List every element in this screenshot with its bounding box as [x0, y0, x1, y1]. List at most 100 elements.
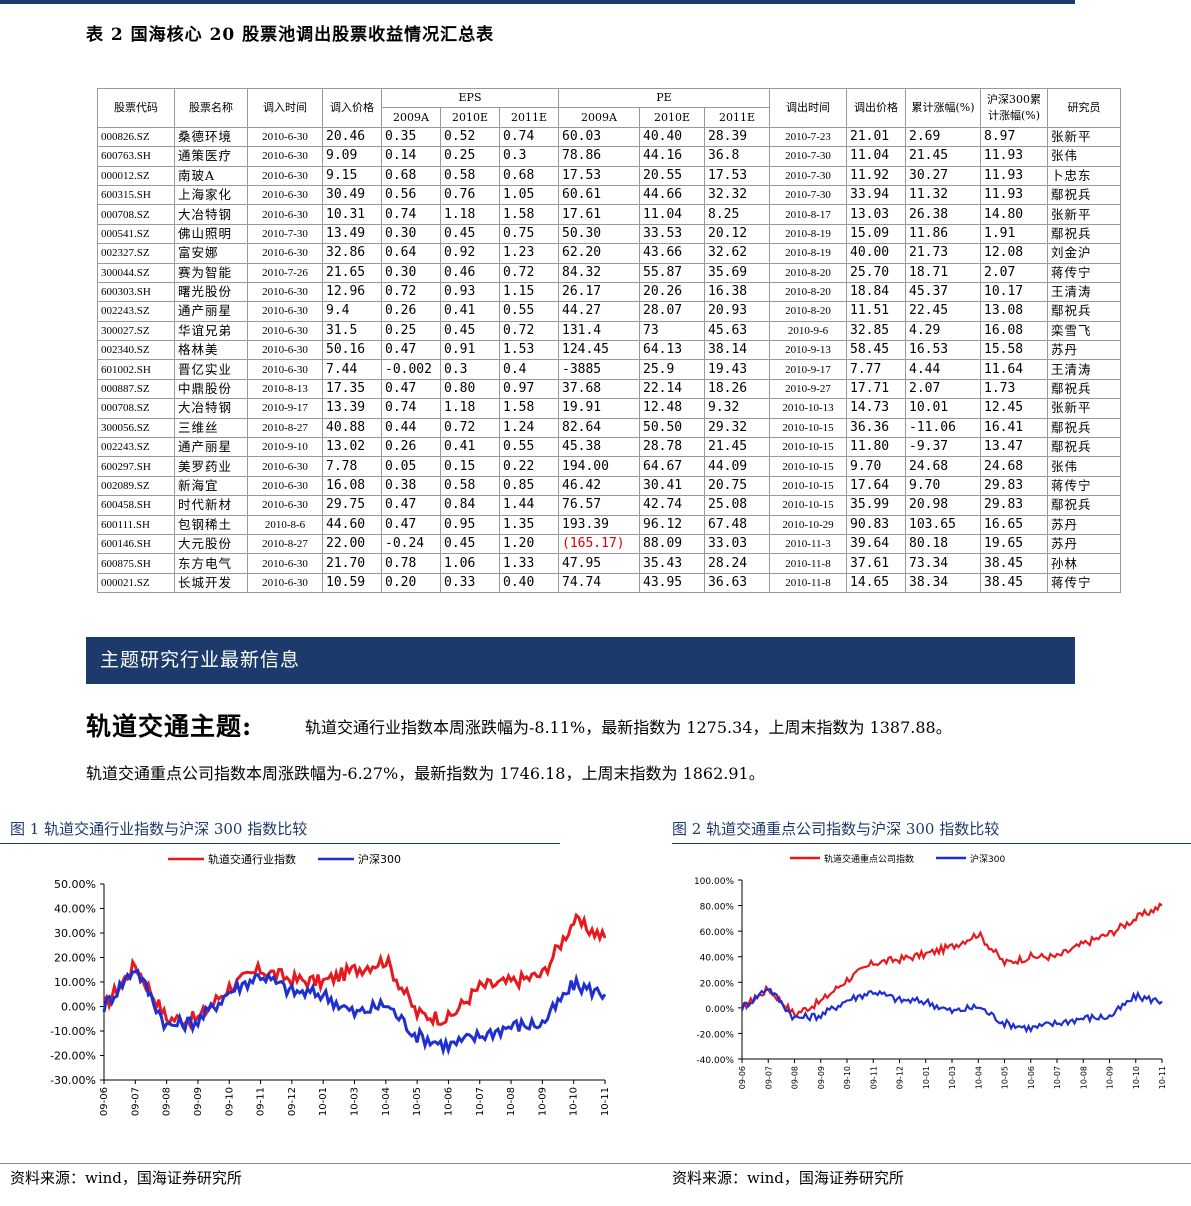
chart-legend: 轨道交通重点公司指数 沪深300 — [790, 853, 1005, 865]
table-cell: 45.38 — [558, 437, 640, 458]
table-cell: 0.74 — [381, 204, 441, 225]
table-row: 300056.SZ 三维丝 2010-8-27 40.88 0.44 0.72 1.24 82… — [97, 417, 1121, 439]
table-cell: 18.26 — [704, 378, 770, 400]
table-cell: 晋亿实业 — [174, 359, 248, 380]
legend-label: 沪深300 — [970, 853, 1005, 865]
x-tick-label: 09-11 — [256, 1087, 267, 1116]
table-cell: 40.88 — [322, 417, 382, 439]
table-cell: 蒋传宁 — [1047, 262, 1121, 283]
table-cell: 13.39 — [322, 398, 382, 419]
table-cell: 包钢稀土 — [174, 514, 248, 535]
table-cell: 29.75 — [322, 495, 382, 516]
table-cell: 11.04 — [639, 204, 705, 225]
theme-title: 轨道交通主题: — [86, 712, 253, 741]
table-cell: 26.38 — [905, 204, 981, 225]
table-cell: 11.80 — [846, 437, 906, 458]
th-out-price: 调出价格 — [846, 88, 906, 128]
theme-line-1: 轨道交通行业指数本周涨跌幅为-8.11%，最新指数为 1275.34，上周末指数… — [305, 718, 952, 737]
table-cell: 2.07 — [980, 262, 1048, 283]
table-cell: 时代新材 — [174, 495, 248, 516]
table-cell: 33.53 — [639, 223, 705, 245]
y-tick-label: 0.00% — [705, 1005, 734, 1015]
table-cell: 002243.SZ — [97, 437, 175, 458]
table-cell: 0.40 — [499, 572, 559, 594]
table-cell: 16.41 — [980, 417, 1048, 439]
table-cell: 44.66 — [639, 184, 705, 206]
th-pe: PE — [558, 87, 770, 109]
table-cell: 2010-10-13 — [769, 398, 847, 419]
table-cell: 15.09 — [846, 223, 906, 245]
table-cell: 苏丹 — [1047, 533, 1121, 555]
th-pe-2011: 2011E — [704, 107, 770, 128]
table-cell: 2010-9-10 — [247, 437, 323, 458]
table-row: 000708.SZ 大冶特钢 2010-9-17 13.39 0.74 1.18 1.58 1… — [97, 398, 1121, 419]
table-cell: 4.29 — [905, 320, 981, 342]
table-cell: 16.08 — [322, 475, 382, 497]
table-cell: 29.83 — [980, 475, 1048, 497]
table-cell: 2010-8-20 — [769, 281, 847, 303]
table-cell: 0.35 — [381, 126, 441, 148]
table-cell: 15.58 — [980, 340, 1048, 361]
table-cell: 40.00 — [846, 243, 906, 264]
table-cell: 1.20 — [499, 533, 559, 555]
table-cell: 0.72 — [499, 320, 559, 342]
table-cell: 40.40 — [639, 126, 705, 148]
x-tick-label: 10-09 — [537, 1087, 548, 1116]
x-tick-label: 09-10 — [843, 1066, 852, 1089]
table-row: 600146.SH 大元股份 2010-8-27 22.00 -0.24 0.45 1.20… — [97, 533, 1121, 555]
table-row: 600875.SH 东方电气 2010-6-30 21.70 0.78 1.06 1.33 4… — [97, 553, 1121, 574]
table-cell: 45.63 — [704, 320, 770, 342]
table-cell: 20.46 — [322, 126, 382, 148]
y-tick-label: 80.00% — [700, 903, 735, 913]
table-row: 000541.SZ 佛山照明 2010-7-30 13.49 0.30 0.45 0.75 5… — [97, 223, 1121, 245]
table-cell: 0.76 — [440, 184, 500, 206]
x-tick-label: 09-06 — [738, 1066, 747, 1089]
table-cell: 12.45 — [980, 398, 1048, 419]
table-cell: 13.02 — [322, 437, 382, 458]
table-cell: 0.68 — [499, 165, 559, 186]
table-cell: 194.00 — [558, 456, 640, 477]
table-cell: 0.25 — [381, 320, 441, 342]
table-cell: 16.53 — [905, 340, 981, 361]
table-cell: 0.47 — [381, 340, 441, 361]
table-cell: 0.74 — [499, 126, 559, 148]
table-cell: 11.64 — [980, 359, 1048, 380]
table-cell: 38.34 — [905, 572, 981, 594]
x-tick-label: 09-09 — [817, 1066, 826, 1089]
table-cell: 11.93 — [980, 184, 1048, 206]
table-cell: 44.16 — [639, 146, 705, 167]
table-cell: 中鼎股份 — [174, 378, 248, 400]
table-cell: 0.78 — [381, 553, 441, 574]
y-tick-label: 50.00% — [54, 878, 96, 891]
table-cell: 张新平 — [1047, 204, 1121, 225]
x-tick-label: 09-10 — [224, 1087, 235, 1116]
table-cell: 2010-8-20 — [769, 301, 847, 322]
table-body: 000826.SZ 桑德环境 2010-6-30 20.46 0.35 0.52 0.74 6… — [97, 126, 1121, 594]
table-cell: 73.34 — [905, 553, 981, 574]
table-cell: 17.35 — [322, 378, 382, 400]
table-cell: 20.55 — [639, 165, 705, 186]
table-cell: 31.5 — [322, 320, 382, 342]
table-cell: 24.68 — [905, 456, 981, 477]
x-tick-label: 09-08 — [791, 1066, 800, 1089]
table-cell: 14.80 — [980, 204, 1048, 225]
table-cell: 9.15 — [322, 165, 382, 186]
x-tick-label: 09-06 — [99, 1087, 110, 1116]
table-cell: 2010-6-30 — [247, 146, 323, 167]
table-cell: 50.50 — [639, 417, 705, 439]
table-cell: 大冶特钢 — [174, 398, 248, 419]
table-cell: 2010-9-13 — [769, 340, 847, 361]
table-cell: 38.14 — [704, 340, 770, 361]
figure-1-chart: 轨道交通行业指数 沪深300 50.00% 40.00% 30.00% 20.00% 10.… — [50, 852, 611, 1116]
table-cell: 2010-11-3 — [769, 533, 847, 555]
table-cell: 1.05 — [499, 184, 559, 206]
table-cell: 000541.SZ — [97, 223, 175, 245]
table-cell: 0.56 — [381, 184, 441, 206]
table-cell: 17.71 — [846, 378, 906, 400]
table-row: 002340.SZ 格林美 2010-6-30 50.16 0.47 0.91 1.53 12… — [97, 340, 1121, 361]
table-cell: 4.44 — [905, 359, 981, 380]
table-cell: 32.32 — [704, 184, 770, 206]
table-cell: 18.71 — [905, 262, 981, 283]
legend-label: 沪深300 — [358, 852, 401, 866]
table-cell: 82.64 — [558, 417, 640, 439]
